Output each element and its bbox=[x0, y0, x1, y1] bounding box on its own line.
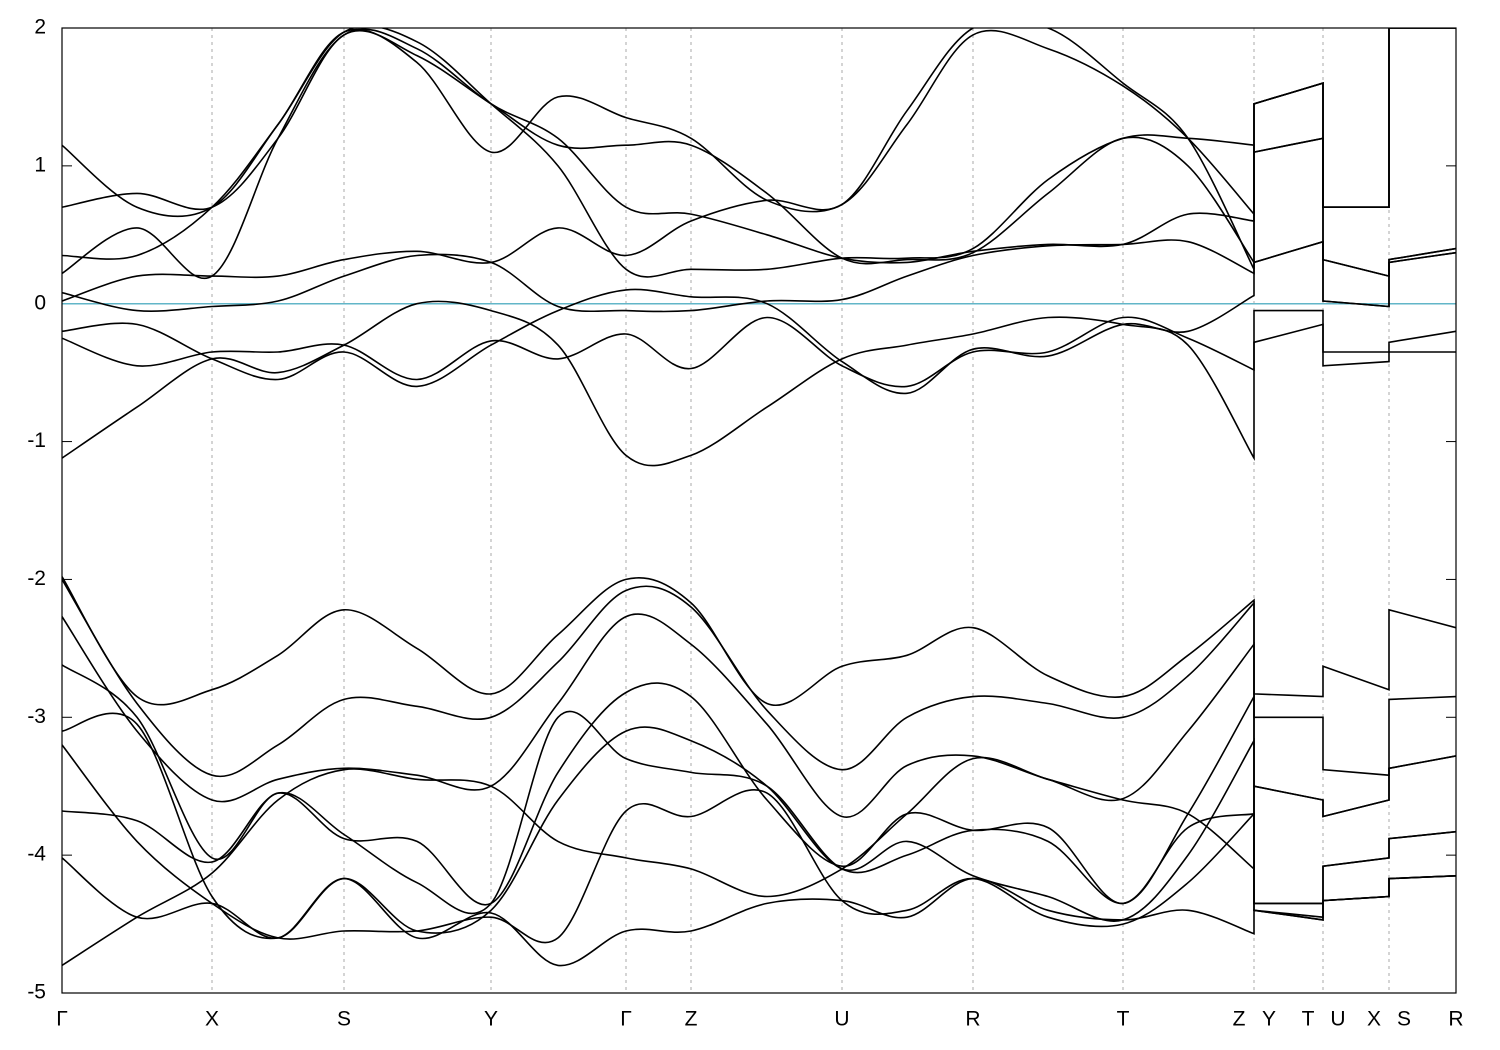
x-tick-label: Γ bbox=[56, 1008, 68, 1031]
band-line bbox=[62, 28, 1456, 218]
band-line bbox=[62, 744, 1456, 944]
y-tick-label: -3 bbox=[27, 705, 46, 728]
x-tick-label: Z bbox=[685, 1008, 698, 1031]
x-tick-label: X bbox=[205, 1008, 219, 1031]
band-line bbox=[62, 309, 1456, 388]
band-line bbox=[62, 710, 1456, 915]
band-line bbox=[62, 137, 1456, 313]
x-tick-label: T bbox=[1117, 1008, 1130, 1031]
x-tick-label: U bbox=[1330, 1008, 1345, 1031]
band-line bbox=[62, 28, 1456, 280]
band-line bbox=[62, 28, 1456, 302]
x-tick-label: T bbox=[1302, 1008, 1315, 1031]
y-tick-label: 0 bbox=[34, 291, 46, 314]
y-tick-label: 1 bbox=[34, 153, 46, 176]
y-tick-label: -4 bbox=[27, 843, 46, 866]
band-line bbox=[62, 755, 1456, 967]
x-tick-label: R bbox=[965, 1008, 980, 1031]
bands bbox=[62, 28, 1456, 967]
y-tick-label: -1 bbox=[27, 429, 46, 452]
plot-frame bbox=[61, 27, 1457, 994]
x-tick-label: S bbox=[1397, 1008, 1411, 1031]
y-tick-label: -2 bbox=[27, 567, 46, 590]
band-line bbox=[62, 29, 1456, 308]
y-tick-label: 2 bbox=[34, 16, 46, 39]
band-line bbox=[62, 578, 1456, 778]
band-line bbox=[62, 576, 1456, 707]
band-line bbox=[62, 857, 1456, 967]
band-line bbox=[62, 613, 1456, 818]
x-tick-label: Y bbox=[484, 1008, 498, 1031]
band-line bbox=[62, 240, 1456, 395]
x-tick-label: Γ bbox=[620, 1008, 632, 1031]
x-tick-label: Z bbox=[1233, 1008, 1246, 1031]
grid-layer bbox=[61, 27, 1457, 994]
x-tick-label: X bbox=[1367, 1008, 1381, 1031]
x-tick-label: Y bbox=[1262, 1008, 1276, 1031]
x-tick-label: U bbox=[834, 1008, 849, 1031]
band-line bbox=[62, 300, 1456, 467]
x-tick-label: S bbox=[337, 1008, 351, 1031]
x-tick-label: R bbox=[1448, 1008, 1463, 1031]
y-tick-label: -5 bbox=[27, 981, 46, 1004]
